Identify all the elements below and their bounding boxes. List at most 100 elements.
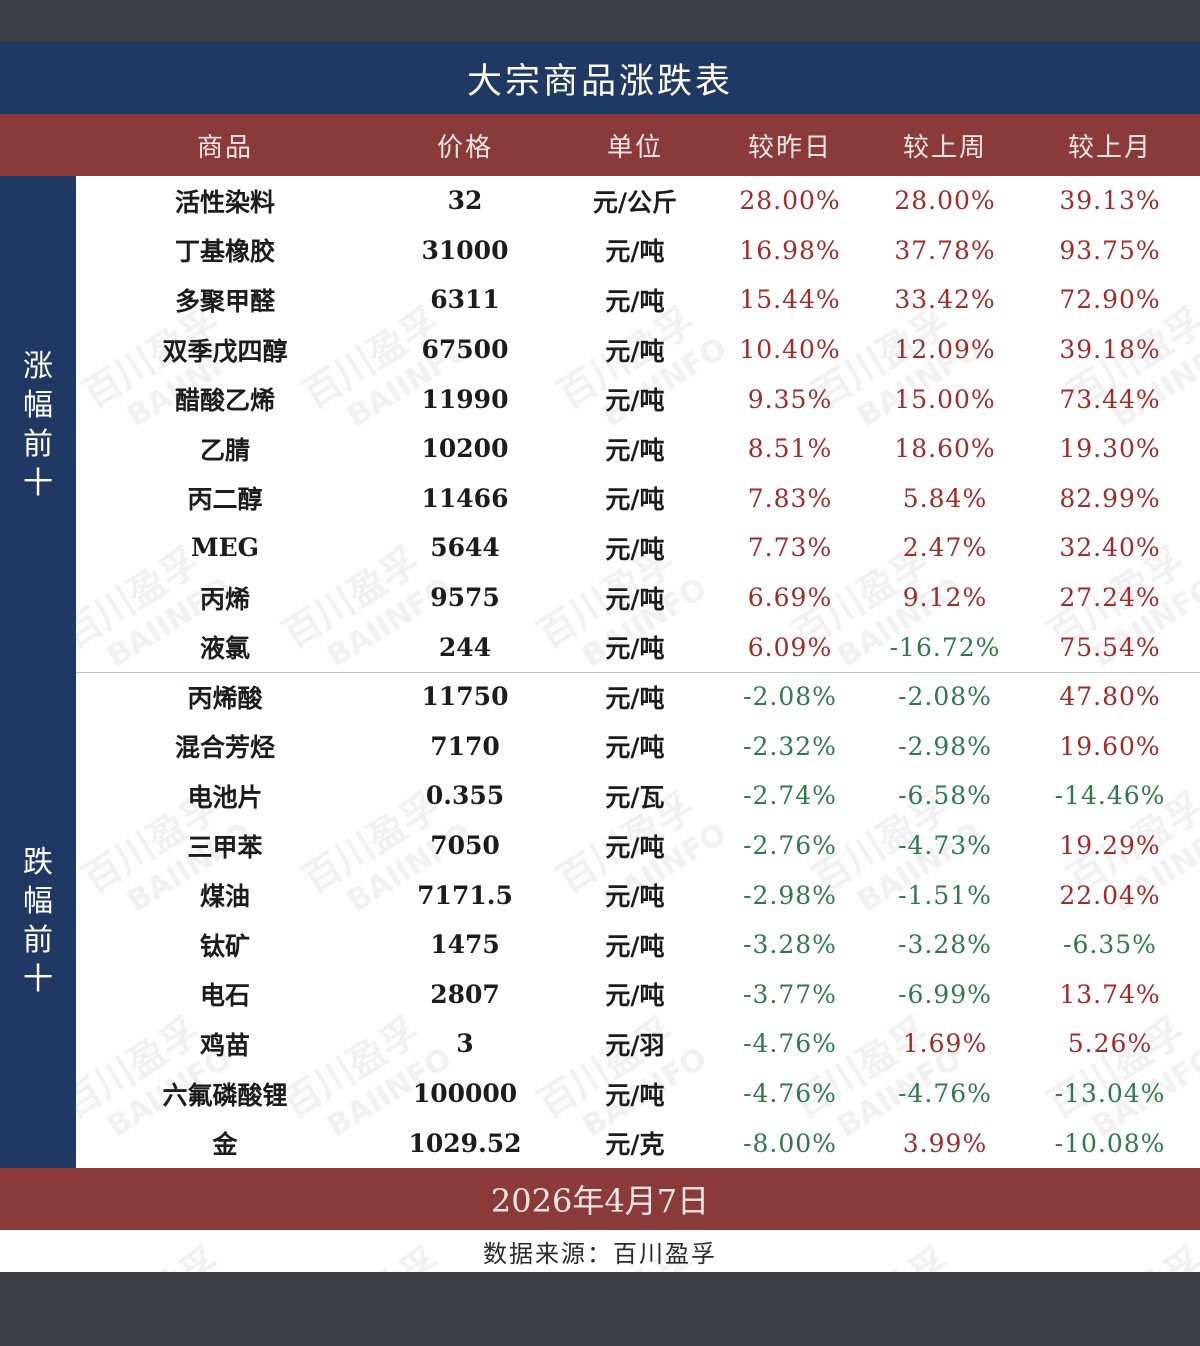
change-vs-last-week-cell: 33.42% — [894, 285, 996, 315]
change-vs-last-week-cell: 12.09% — [894, 335, 996, 365]
commodity-name-cell: 丙二醇 — [187, 485, 263, 515]
unit-cell: 元/吨 — [605, 882, 665, 912]
change-vs-last-week-cell: 2.47% — [902, 533, 988, 563]
change-vs-last-month-cell: -14.46% — [1054, 781, 1166, 811]
table-row: 电石 2807 元/吨 -3.77% -6.99% 13.74% — [76, 970, 1200, 1020]
price-cell: 11990 — [421, 384, 509, 414]
column-header-unit: 单位 — [606, 132, 663, 163]
commodity-name-cell: 丙烯 — [199, 584, 250, 614]
change-vs-last-month-cell: 22.04% — [1059, 880, 1161, 910]
table-row: 液氯 244 元/吨 6.09% -16.72% 75.54% — [76, 622, 1200, 672]
unit-cell: 元/吨 — [605, 485, 665, 515]
column-header-vs-last-week: 较上周 — [902, 132, 987, 163]
unit-cell: 元/羽 — [605, 1030, 665, 1060]
change-vs-last-month-cell: 5.26% — [1067, 1029, 1153, 1059]
change-vs-last-month-cell: 47.80% — [1059, 682, 1161, 712]
data-source: 数据来源：百川盈孚 — [483, 1239, 717, 1268]
price-cell: 3 — [456, 1029, 474, 1059]
change-vs-yesterday-cell: -8.00% — [743, 1128, 837, 1158]
change-vs-yesterday-cell: -2.74% — [743, 781, 837, 811]
change-vs-yesterday-cell: 6.69% — [747, 583, 833, 613]
commodity-name-cell: 电池片 — [187, 782, 263, 812]
unit-cell: 元/吨 — [605, 683, 665, 713]
table-row: 乙腈 10200 元/吨 8.51% 18.60% 19.30% — [76, 424, 1200, 474]
change-vs-last-month-cell: 27.24% — [1059, 583, 1161, 613]
table-row: 丙烯酸 11750 元/吨 -2.08% -2.08% 47.80% — [76, 672, 1200, 722]
change-vs-last-week-cell: -3.28% — [898, 930, 992, 960]
table-row: 丙二醇 11466 元/吨 7.83% 5.84% 82.99% — [76, 474, 1200, 524]
price-cell: 100000 — [412, 1079, 518, 1109]
group-divider — [76, 672, 1200, 673]
change-vs-yesterday-cell: 6.09% — [747, 632, 833, 662]
change-vs-last-month-cell: 39.18% — [1059, 335, 1161, 365]
table-row: 醋酸乙烯 11990 元/吨 9.35% 15.00% 73.44% — [76, 374, 1200, 424]
change-vs-yesterday-cell: 16.98% — [739, 235, 841, 265]
change-vs-last-month-cell: 73.44% — [1059, 384, 1161, 414]
change-vs-last-month-cell: 72.90% — [1059, 285, 1161, 315]
change-vs-last-month-cell: 13.74% — [1059, 979, 1161, 1009]
group-label-top-gainers: 涨幅前十 — [0, 176, 76, 673]
price-cell: 5644 — [430, 533, 500, 563]
unit-cell: 元/吨 — [605, 386, 665, 416]
commodity-name-cell: 丙烯酸 — [187, 683, 263, 713]
change-vs-last-week-cell: -1.51% — [898, 880, 992, 910]
table-row: 丙烯 9575 元/吨 6.69% 9.12% 27.24% — [76, 573, 1200, 623]
commodity-name-cell: 活性染料 — [174, 187, 275, 217]
unit-cell: 元/吨 — [605, 336, 665, 366]
price-cell: 7171.5 — [417, 880, 513, 910]
table-row: 双季戊四醇 67500 元/吨 10.40% 12.09% 39.18% — [76, 325, 1200, 375]
table-row: 多聚甲醛 6311 元/吨 15.44% 33.42% 72.90% — [76, 275, 1200, 325]
change-vs-last-month-cell: -10.08% — [1054, 1128, 1166, 1158]
table-row: 三甲苯 7050 元/吨 -2.76% -4.73% 19.29% — [76, 821, 1200, 871]
change-vs-yesterday-cell: -3.28% — [743, 930, 837, 960]
price-cell: 11750 — [421, 682, 509, 712]
date-bar: 2026年4月7日 — [0, 1168, 1200, 1230]
commodity-name-cell: 钛矿 — [199, 931, 250, 961]
change-vs-last-week-cell: -16.72% — [889, 632, 1001, 662]
table-row: 煤油 7171.5 元/吨 -2.98% -1.51% 22.04% — [76, 870, 1200, 920]
price-cell: 32 — [447, 186, 483, 216]
change-vs-last-week-cell: -4.76% — [898, 1079, 992, 1109]
change-vs-yesterday-cell: -4.76% — [743, 1029, 837, 1059]
table-row: 混合芳烃 7170 元/吨 -2.32% -2.98% 19.60% — [76, 722, 1200, 772]
table-row: 丁基橡胶 31000 元/吨 16.98% 37.78% 93.75% — [76, 226, 1200, 276]
change-vs-yesterday-cell: 15.44% — [739, 285, 841, 315]
commodity-card: 百川盈孚 BAIINFO 百川盈孚 BAIINFO 百川盈孚 BAIINFO 百川盈孚 BAI… — [0, 42, 1200, 1272]
change-vs-last-month-cell: -6.35% — [1063, 930, 1157, 960]
change-vs-yesterday-cell: -4.76% — [743, 1079, 837, 1109]
change-vs-last-week-cell: -6.58% — [898, 781, 992, 811]
change-vs-yesterday-cell: 28.00% — [739, 186, 841, 216]
change-vs-last-month-cell: 19.30% — [1059, 434, 1161, 464]
change-vs-last-week-cell: -2.08% — [898, 682, 992, 712]
change-vs-yesterday-cell: -2.76% — [743, 831, 837, 861]
change-vs-last-week-cell: -2.98% — [898, 731, 992, 761]
change-vs-last-week-cell: 28.00% — [894, 186, 996, 216]
commodity-name-cell: 金 — [212, 1130, 238, 1160]
change-vs-last-week-cell: 18.60% — [894, 434, 996, 464]
price-cell: 1475 — [430, 930, 500, 960]
commodity-name-cell: 电石 — [199, 981, 250, 1011]
table-header-row: 商品 价格 单位 较昨日 较上周 较上月 — [0, 114, 1200, 176]
change-vs-yesterday-cell: 7.73% — [747, 533, 833, 563]
unit-cell: 元/吨 — [605, 981, 665, 1011]
table-row: 电池片 0.355 元/瓦 -2.74% -6.58% -14.46% — [76, 771, 1200, 821]
commodity-name-cell: MEG — [190, 533, 260, 563]
change-vs-last-month-cell: 19.60% — [1059, 731, 1161, 761]
unit-cell: 元/公斤 — [592, 187, 678, 217]
commodity-name-cell: 丁基橡胶 — [174, 237, 275, 267]
price-cell: 244 — [438, 632, 492, 662]
group-label-top-losers: 跌幅前十 — [0, 673, 76, 1168]
commodity-name-cell: 混合芳烃 — [174, 733, 275, 763]
change-vs-last-week-cell: 3.99% — [902, 1128, 988, 1158]
change-vs-last-month-cell: 75.54% — [1059, 632, 1161, 662]
commodity-name-cell: 醋酸乙烯 — [174, 386, 275, 416]
change-vs-last-week-cell: 9.12% — [902, 583, 988, 613]
change-vs-yesterday-cell: 7.83% — [747, 483, 833, 513]
change-vs-last-month-cell: 39.13% — [1059, 186, 1161, 216]
change-vs-yesterday-cell: 10.40% — [739, 335, 841, 365]
unit-cell: 元/克 — [605, 1130, 665, 1160]
price-cell: 7050 — [430, 831, 500, 861]
price-cell: 2807 — [430, 979, 500, 1009]
change-vs-last-week-cell: 15.00% — [894, 384, 996, 414]
change-vs-last-month-cell: 82.99% — [1059, 483, 1161, 513]
